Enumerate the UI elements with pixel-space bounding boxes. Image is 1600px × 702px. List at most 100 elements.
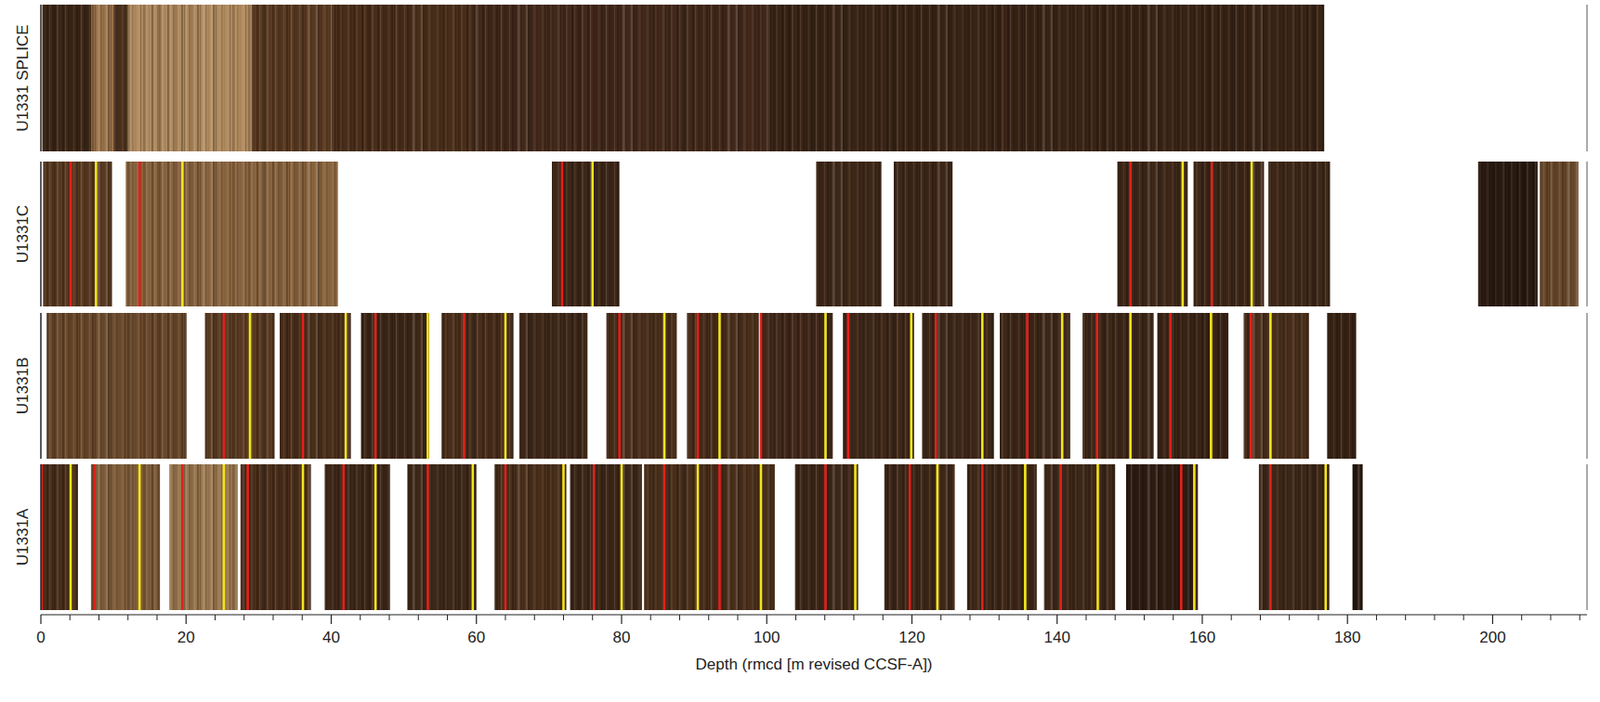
major-tick: [475, 615, 477, 625]
tie-point-line: [760, 313, 763, 460]
core-segment: [1243, 313, 1309, 460]
tie-point-line: [909, 313, 913, 460]
core-texture: [169, 464, 237, 611]
tie-point-line: [1059, 464, 1063, 611]
minor-tick: [69, 615, 71, 621]
tie-point-line: [222, 313, 226, 460]
tie-point-line: [344, 313, 348, 460]
tie-point-line: [1061, 313, 1064, 460]
minor-tick: [243, 615, 245, 621]
minor-tick: [418, 615, 420, 621]
minor-tick: [359, 615, 361, 621]
core-segment: [361, 313, 430, 460]
major-tick: [766, 615, 768, 625]
tie-point-line: [696, 313, 700, 460]
tie-point-line: [824, 313, 827, 460]
minor-tick: [852, 615, 854, 621]
minor-tick: [1114, 615, 1116, 621]
core-segment: [1044, 464, 1116, 611]
core-segment: [494, 464, 566, 611]
tie-point-line: [181, 161, 184, 307]
minor-tick: [969, 615, 971, 621]
tie-point-line: [663, 313, 667, 460]
tie-point-line: [1269, 313, 1273, 460]
minor-tick: [1027, 615, 1029, 621]
minor-tick: [998, 615, 1000, 621]
core-row: [42, 4, 1325, 152]
core-segment: [330, 4, 476, 152]
minor-tick: [708, 615, 709, 621]
tie-point-line: [426, 313, 430, 460]
row-frame: [1586, 161, 1588, 307]
core-texture: [1193, 161, 1265, 307]
tie-point-line: [138, 464, 142, 611]
minor-tick: [272, 615, 274, 621]
tick-label: 80: [613, 629, 631, 647]
tie-point-line: [620, 464, 624, 611]
core-texture: [361, 313, 430, 460]
minor-tick: [650, 615, 652, 621]
tie-point-line: [1249, 313, 1253, 460]
core-texture: [686, 313, 759, 460]
minor-tick: [1404, 615, 1406, 621]
core-segment: [967, 464, 1037, 611]
minor-tick: [882, 615, 884, 621]
axis-title: Depth (rmcd [m revised CCSF-A]): [695, 655, 932, 674]
tie-point-line: [1180, 464, 1183, 611]
minor-tick: [1143, 615, 1145, 621]
tick-label: 180: [1334, 629, 1361, 647]
plot-area: [40, 4, 1579, 611]
minor-tick: [1259, 615, 1261, 621]
tie-point-line: [853, 464, 857, 611]
major-tick: [185, 615, 187, 625]
minor-tick: [736, 615, 738, 621]
tick-label: 120: [898, 629, 925, 647]
core-segment: [476, 4, 767, 152]
core-segment: [1326, 313, 1356, 460]
core-segment: [91, 4, 114, 152]
core-texture: [795, 464, 859, 611]
core-segment: [169, 464, 237, 611]
core-texture: [91, 464, 160, 611]
tie-point-line: [1209, 313, 1213, 460]
minor-tick: [563, 615, 564, 621]
tie-point-line: [824, 464, 827, 611]
core-segment: [643, 464, 775, 611]
major-tick: [39, 615, 41, 625]
core-texture: [893, 161, 953, 307]
tie-point-line: [592, 464, 596, 611]
row-frame: [1586, 4, 1588, 152]
tie-point-line: [846, 313, 850, 460]
tie-point-line: [1181, 161, 1185, 307]
tie-point-line: [181, 464, 184, 611]
tick-label: 40: [322, 629, 341, 647]
core-segment: [884, 464, 956, 611]
tick-label: 0: [36, 629, 45, 647]
core-texture: [967, 464, 1037, 611]
core-texture: [279, 313, 352, 460]
core-segment: [1478, 161, 1538, 307]
core-texture: [407, 464, 477, 611]
tie-point-line: [472, 464, 475, 611]
minor-tick: [534, 615, 536, 621]
core-texture: [494, 464, 566, 611]
core-texture: [113, 4, 129, 152]
core-texture: [643, 464, 775, 611]
core-texture: [519, 313, 588, 460]
minor-tick: [1521, 615, 1522, 621]
core-segment: [441, 313, 513, 460]
major-tick: [1492, 615, 1494, 625]
core-texture: [1326, 313, 1356, 460]
core-texture: [240, 464, 312, 611]
minor-tick: [301, 615, 303, 621]
core-segment: [205, 313, 276, 460]
tie-point-line: [1210, 161, 1214, 307]
minor-tick: [1317, 615, 1319, 621]
core-segment: [999, 313, 1071, 460]
minor-tick: [1288, 615, 1290, 621]
core-segment: [42, 4, 92, 152]
tie-point-line: [462, 313, 466, 460]
core-row: [40, 464, 1364, 611]
chart: U1331 SPLICEU1331CU1331BU1331A0204060801…: [0, 0, 1600, 702]
core-texture: [46, 313, 187, 460]
